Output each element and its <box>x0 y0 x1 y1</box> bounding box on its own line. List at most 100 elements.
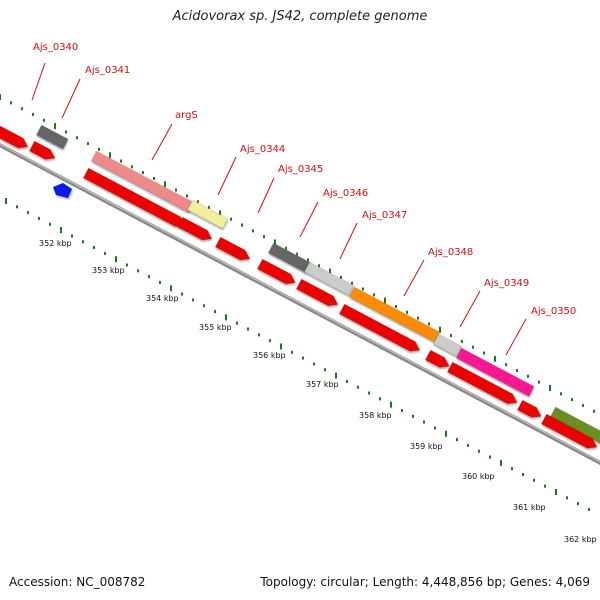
upper-tick <box>450 334 452 338</box>
gene-label: Ajs_0344 <box>240 144 285 155</box>
kbp-label: 356 kbp <box>253 351 286 360</box>
gene-red-10[interactable] <box>447 361 519 407</box>
lower-tick <box>148 275 150 279</box>
upper-tick <box>87 142 89 146</box>
gene-ajs-0345[interactable] <box>215 236 252 264</box>
upper-tick <box>208 206 210 210</box>
upper-tick <box>175 188 177 192</box>
gene-labels: Ajs_0340 Ajs_0341 argS Ajs_0344 Ajs_0345 Ajs_… <box>31 42 576 356</box>
gene-ajs-0350[interactable] <box>456 347 535 397</box>
gene-red-7[interactable] <box>296 278 340 309</box>
upper-tick <box>10 101 12 105</box>
upper-tick <box>285 246 287 250</box>
upper-tick <box>274 239 276 246</box>
upper-tick <box>307 258 309 262</box>
upper-tick <box>65 130 67 134</box>
lower-tick <box>456 438 458 442</box>
upper-tick <box>395 304 397 308</box>
gene-red-1[interactable] <box>0 124 30 152</box>
lower-tick <box>93 246 95 250</box>
gene-blue-small[interactable] <box>53 183 72 198</box>
lower-tick <box>137 269 139 273</box>
gene-red-8[interactable] <box>339 303 422 355</box>
upper-tick <box>362 287 364 291</box>
upper-tick <box>593 409 595 413</box>
lower-tick <box>170 285 172 292</box>
upper-tick <box>571 398 573 402</box>
lower-tick <box>434 426 436 430</box>
kbp-label: 361 kbp <box>513 503 546 512</box>
upper-tick <box>0 94 1 100</box>
gene-red-4[interactable] <box>177 216 214 244</box>
lower-tick <box>368 391 370 395</box>
upper-tick <box>406 310 408 314</box>
lower-tick <box>511 467 513 471</box>
upper-tick <box>472 345 474 349</box>
lower-tick <box>555 488 557 495</box>
label-leader-line <box>459 290 481 328</box>
upper-tick <box>43 118 45 122</box>
gene-red-6[interactable] <box>257 258 298 287</box>
kbp-label: 357 kbp <box>306 380 339 389</box>
lower-tick <box>379 397 381 401</box>
label-leader-line <box>403 259 425 297</box>
upper-tick <box>197 200 199 204</box>
kbp-label: 355 kbp <box>199 323 232 332</box>
upper-tick <box>252 229 254 233</box>
upper-tick-row <box>0 94 595 413</box>
gene-red-9[interactable] <box>425 349 451 371</box>
lower-tick <box>60 227 62 234</box>
topology-text: Topology: circular; Length: 4,448,856 bp… <box>260 575 590 589</box>
upper-tick <box>461 339 463 343</box>
lower-tick <box>203 304 205 308</box>
upper-tick <box>131 165 133 169</box>
upper-tick <box>230 217 232 221</box>
kbp-scale: 352 kbp 353 kbp 354 kbp 355 kbp 356 kbp 357 k… <box>39 239 597 544</box>
lower-tick <box>71 234 73 238</box>
upper-tick <box>505 363 507 367</box>
gene-ajs-0347[interactable] <box>304 261 355 296</box>
upper-tick <box>109 152 111 159</box>
upper-tick <box>153 176 155 180</box>
gene-label: Ajs_0346 <box>323 188 368 199</box>
gene-red-12[interactable] <box>541 413 599 452</box>
lower-tick <box>214 310 216 314</box>
lower-tick <box>390 401 392 408</box>
label-leader-line <box>31 62 46 101</box>
lower-tick <box>412 414 414 418</box>
upper-tick <box>373 293 375 297</box>
lower-tick <box>115 256 117 263</box>
gene-red-11[interactable] <box>517 399 543 421</box>
lower-tick <box>38 216 40 220</box>
gene-ajs-0341[interactable] <box>29 140 57 163</box>
lower-tick <box>478 449 480 453</box>
gene-ajs-0344[interactable] <box>187 199 229 229</box>
lower-tick <box>126 263 128 267</box>
lower-tick <box>533 478 535 482</box>
gene-label: Ajs_0350 <box>531 306 576 317</box>
lower-tick <box>82 240 84 244</box>
lower-tick <box>522 472 524 476</box>
upper-tick <box>384 297 386 304</box>
lower-tick <box>16 205 18 209</box>
gene-label: Ajs_0348 <box>428 247 473 258</box>
upper-tick <box>560 392 562 396</box>
upper-tick <box>527 374 529 378</box>
upper-tick <box>351 281 353 285</box>
gene-ajs-0349[interactable] <box>433 333 462 357</box>
lower-tick <box>445 430 447 437</box>
lower-tick <box>577 502 579 506</box>
kbp-label: 359 kbp <box>410 442 443 451</box>
lower-tick <box>247 327 249 331</box>
upper-tick <box>516 368 518 372</box>
backbone-inner-line <box>0 143 600 463</box>
label-leader-line <box>217 156 237 196</box>
gene-features <box>0 124 600 452</box>
upper-tick <box>582 403 584 407</box>
gene-ajs-0340[interactable] <box>36 124 69 150</box>
upper-tick <box>32 112 34 116</box>
upper-tick <box>340 275 342 279</box>
gene-label: argS <box>175 110 198 121</box>
kbp-label: 353 kbp <box>92 266 125 275</box>
